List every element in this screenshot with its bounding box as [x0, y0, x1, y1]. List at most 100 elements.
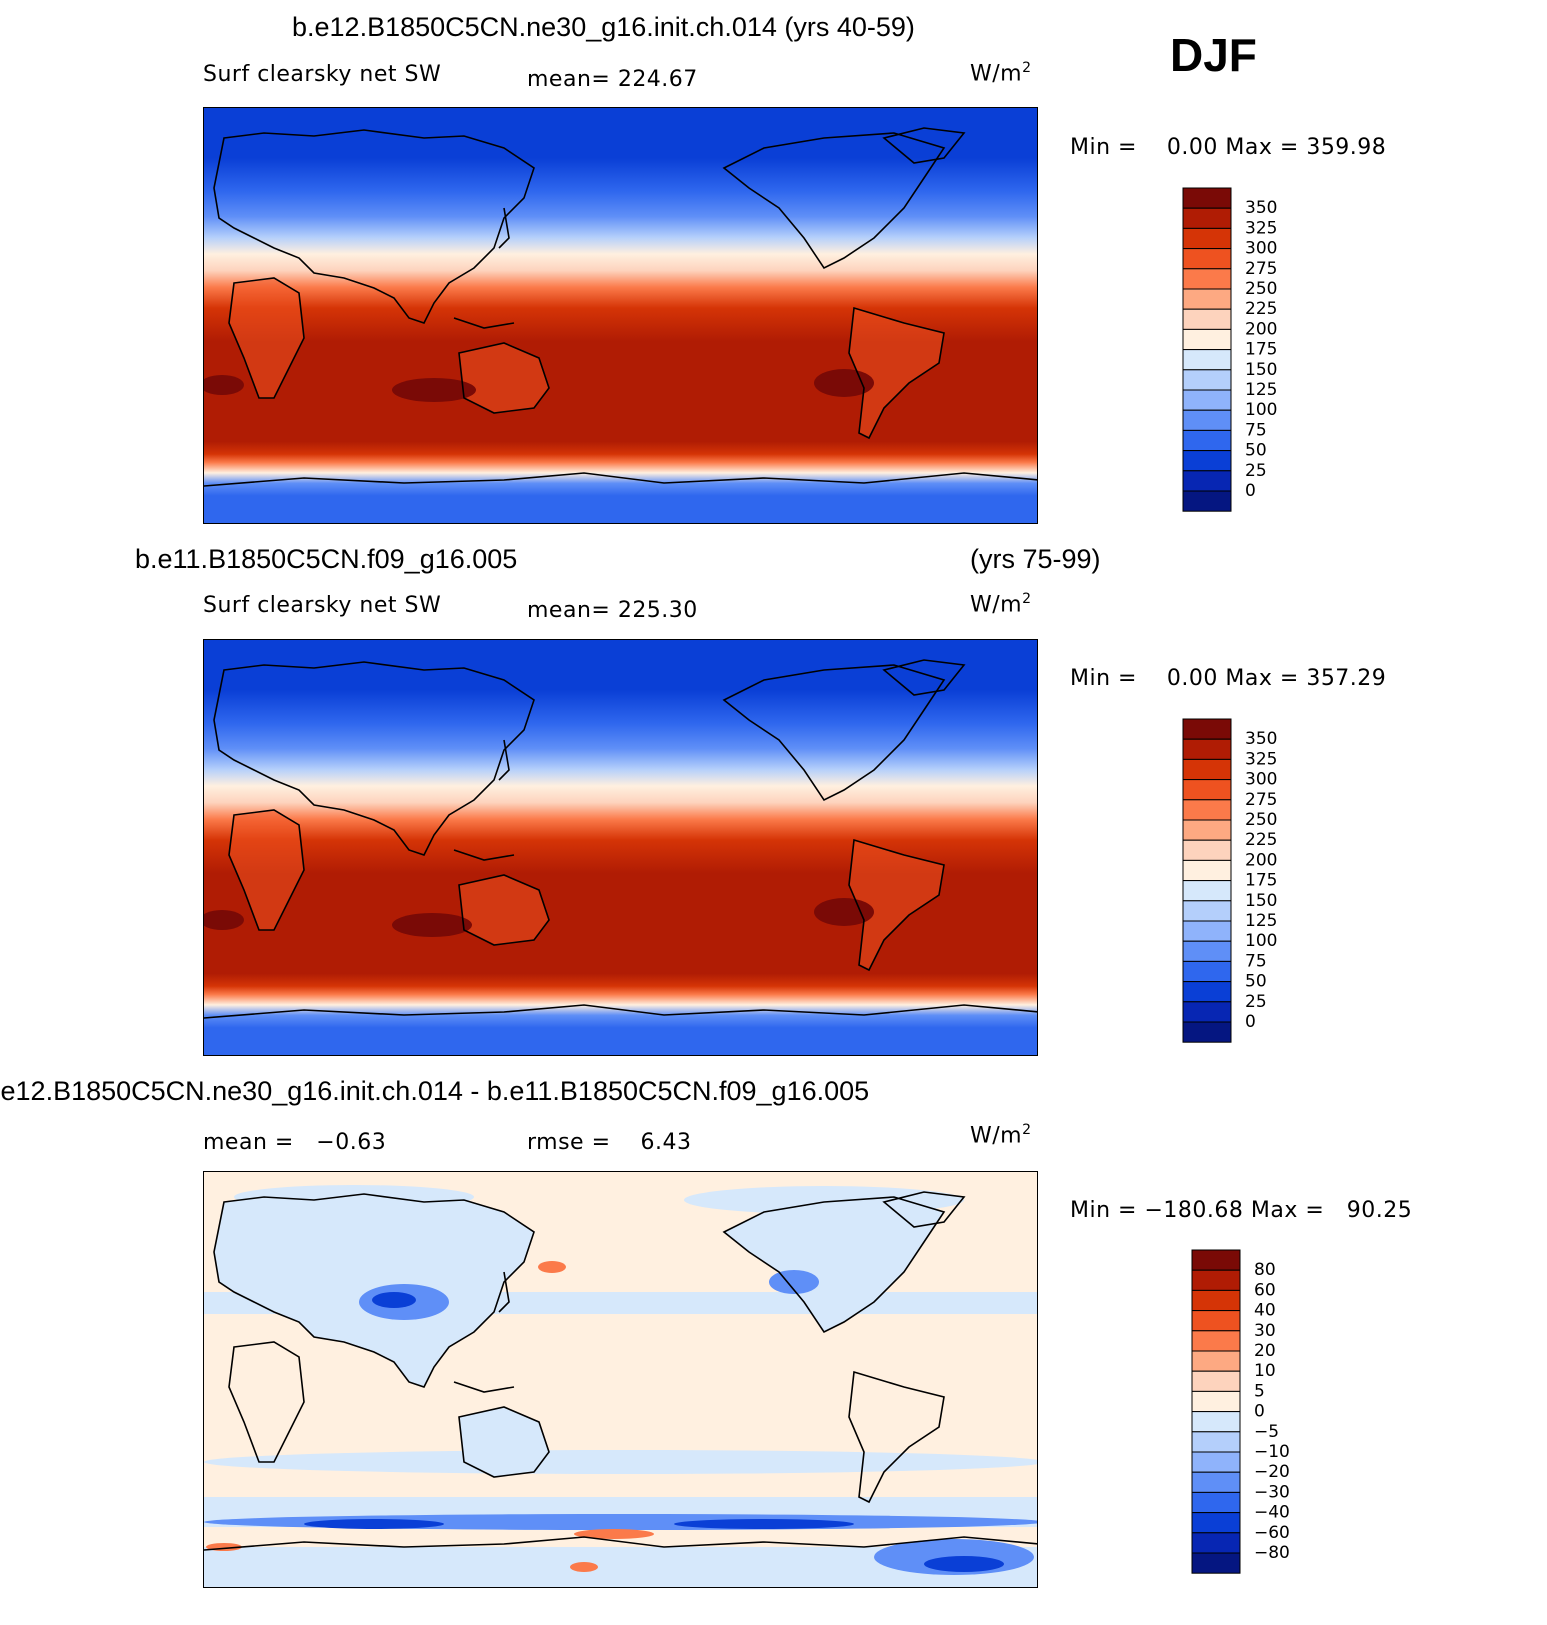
colorbar-swatch — [1182, 288, 1232, 310]
colorbar-tick-label: 175 — [1245, 340, 1277, 360]
colorbar-tick-label: 125 — [1245, 911, 1277, 931]
colorbar-swatch — [1182, 940, 1232, 962]
panel-1-units: W/m2 — [970, 60, 1032, 87]
colorbar-tick-label: 40 — [1254, 1301, 1276, 1321]
colorbar-swatch — [1182, 718, 1232, 740]
colorbar-tick-label: 25 — [1245, 461, 1267, 481]
colorbar-swatch — [1191, 1552, 1241, 1574]
colorbar-swatch — [1182, 1001, 1232, 1023]
colorbar-swatch — [1182, 369, 1232, 391]
colorbar-swatch — [1191, 1310, 1241, 1332]
panel-2-title: b.e11.B1850C5CN.f09_g16.005 — [135, 544, 518, 574]
colorbar-swatch — [1182, 900, 1232, 922]
colorbar-swatch — [1182, 409, 1232, 431]
panel-1-colorbar: 350 325 300 275 250 225 200 175 150 125 100 75 50 25 0 — [1182, 187, 1303, 518]
colorbar-swatch — [1191, 1269, 1241, 1291]
colorbar-tick-label: 300 — [1245, 239, 1277, 259]
colorbar-swatch — [1182, 799, 1232, 821]
colorbar-tick-label: 150 — [1245, 891, 1277, 911]
colorbar-tick-label: −60 — [1254, 1523, 1290, 1543]
colorbar-swatch — [1182, 308, 1232, 330]
panel-1-variable-label: Surf clearsky net SW — [203, 62, 442, 87]
panel-2-variable-label: Surf clearsky net SW — [203, 593, 442, 618]
colorbar-swatch — [1182, 268, 1232, 290]
colorbar-swatch — [1182, 859, 1232, 882]
panel-2-year-range: (yrs 75-99) — [970, 544, 1101, 574]
colorbar-tick-label: 80 — [1254, 1260, 1276, 1280]
colorbar-swatch — [1191, 1370, 1241, 1392]
colorbar-swatch — [1182, 328, 1232, 351]
colorbar-tick-label: 350 — [1245, 729, 1277, 749]
colorbar-swatch — [1182, 960, 1232, 983]
panel-2-units: W/m2 — [970, 591, 1032, 618]
colorbar-tick-label: 150 — [1245, 360, 1277, 380]
colorbar-tick-label: 200 — [1245, 850, 1277, 870]
colorbar-tick-label: 10 — [1254, 1361, 1276, 1381]
colorbar-swatch — [1191, 1249, 1241, 1271]
colorbar-swatch — [1182, 880, 1232, 902]
colorbar-swatch — [1191, 1411, 1241, 1433]
colorbar-swatch — [1182, 738, 1232, 760]
colorbar-tick-label: 100 — [1245, 931, 1277, 951]
colorbar-swatch — [1191, 1491, 1241, 1514]
colorbar-tick-label: 20 — [1254, 1341, 1276, 1361]
colorbar-tick-label: −30 — [1254, 1482, 1290, 1502]
colorbar-tick-label: −40 — [1254, 1503, 1290, 1523]
colorbar-tick-label: 75 — [1245, 951, 1267, 971]
colorbar-tick-label: 0 — [1245, 481, 1256, 501]
colorbar-tick-label: 50 — [1245, 441, 1267, 461]
colorbar-tick-label: 250 — [1245, 279, 1277, 299]
colorbar-tick-label: 50 — [1245, 972, 1267, 992]
colorbar-swatch — [1182, 227, 1232, 250]
colorbar-swatch — [1182, 470, 1232, 492]
colorbar-swatch — [1182, 248, 1232, 270]
colorbar-swatch — [1182, 389, 1232, 411]
colorbar-swatch — [1191, 1451, 1241, 1473]
panel-1-mean-label: mean= 224.67 — [527, 67, 698, 92]
panel-2-minmax-label: Min = 0.00 Max = 357.29 — [1070, 666, 1387, 691]
colorbar-swatch — [1182, 207, 1232, 229]
panel-1-minmax-label: Min = 0.00 Max = 359.98 — [1070, 135, 1387, 160]
colorbar-tick-label: 225 — [1245, 299, 1277, 319]
colorbar-swatch — [1182, 450, 1232, 472]
colorbar-tick-label: 100 — [1245, 400, 1277, 420]
colorbar-swatch — [1182, 490, 1232, 512]
colorbar-swatch — [1182, 819, 1232, 841]
colorbar-swatch — [1182, 1021, 1232, 1043]
colorbar-swatch — [1191, 1471, 1241, 1493]
colorbar-swatch — [1191, 1330, 1241, 1352]
colorbar-swatch — [1182, 758, 1232, 781]
panel-2-map — [203, 639, 1038, 1056]
colorbar-tick-label: 325 — [1245, 749, 1277, 769]
panel-3-map — [203, 1171, 1038, 1588]
colorbar-tick-label: 5 — [1254, 1381, 1265, 1401]
colorbar-tick-label: 0 — [1254, 1402, 1265, 1422]
colorbar-tick-label: −80 — [1254, 1543, 1290, 1563]
panel-1-title: b.e12.B1850C5CN.ne30_g16.init.ch.014 (yr… — [292, 12, 915, 42]
panel-3-rmse-label: rmse = 6.43 — [527, 1130, 692, 1155]
colorbar-swatch — [1182, 187, 1232, 209]
panel-3-mean-label: mean = −0.63 — [203, 1130, 387, 1155]
colorbar-tick-label: 250 — [1245, 810, 1277, 830]
colorbar-tick-label: −10 — [1254, 1442, 1290, 1462]
panel-2-mean-label: mean= 225.30 — [527, 598, 698, 623]
colorbar-tick-label: 175 — [1245, 871, 1277, 891]
colorbar-swatch — [1191, 1532, 1241, 1554]
colorbar-tick-label: 30 — [1254, 1321, 1276, 1341]
colorbar-swatch — [1182, 839, 1232, 861]
colorbar-tick-label: 0 — [1245, 1012, 1256, 1032]
colorbar-tick-label: 350 — [1245, 198, 1277, 218]
colorbar-tick-label: −20 — [1254, 1462, 1290, 1482]
colorbar-swatch — [1182, 349, 1232, 371]
panel-3-units: W/m2 — [970, 1122, 1032, 1149]
colorbar-swatch — [1182, 429, 1232, 452]
panel-1-map — [203, 107, 1038, 524]
colorbar-swatch — [1191, 1289, 1241, 1312]
colorbar-tick-label: 325 — [1245, 218, 1277, 238]
colorbar-swatch — [1191, 1512, 1241, 1534]
colorbar-swatch — [1182, 981, 1232, 1003]
colorbar-tick-label: 275 — [1245, 790, 1277, 810]
colorbar-swatch — [1182, 779, 1232, 801]
season-label: DJF — [1170, 29, 1257, 81]
colorbar-tick-label: 225 — [1245, 830, 1277, 850]
